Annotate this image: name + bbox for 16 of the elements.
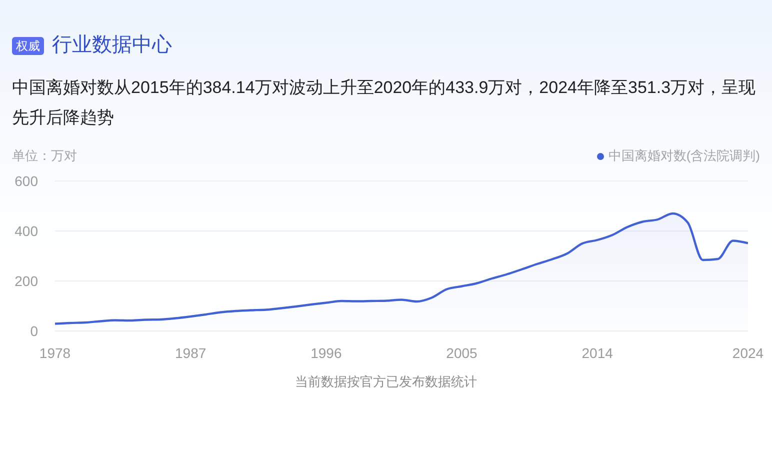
x-tick-label: 2005: [446, 344, 478, 361]
text: 当前数据按官方已发布数据统计: [294, 373, 478, 391]
x-tick-label: 1978: [39, 344, 71, 361]
chart-title: 行业数据中心: [52, 33, 172, 58]
chart-subtitle: 中国离婚对数从2015年的384.14万对波动上升至2020年的433.9万对，2024年降至351.3万对，呈现先升后降趋势: [12, 77, 757, 129]
y-tick-label: 400: [14, 222, 38, 239]
x-tick-label: 1996: [310, 344, 342, 361]
y-tick-label: 600: [14, 172, 38, 189]
y-tick-label: 200: [14, 272, 38, 289]
y-axis-title: 单位：万对: [12, 147, 77, 165]
text: 权威: [12, 37, 44, 55]
x-tick-label: 2024: [732, 344, 764, 361]
x-tick-label: 2014: [582, 344, 614, 361]
legend-label: 中国离婚对数(含法院调判): [608, 147, 760, 165]
x-tick-label: 1987: [175, 344, 206, 361]
y-tick-label: 0: [30, 322, 38, 339]
